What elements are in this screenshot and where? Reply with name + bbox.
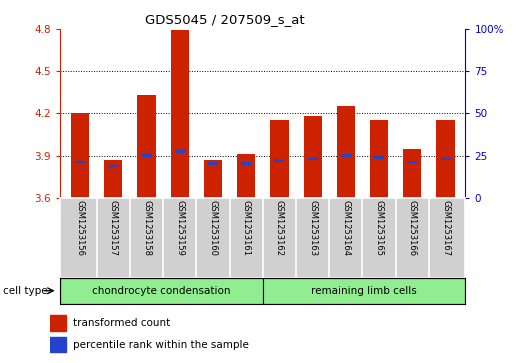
Bar [337,106,355,198]
Bar [60,278,263,304]
Text: GSM1253156: GSM1253156 [76,200,85,256]
Bar [407,161,417,163]
Bar [341,154,351,157]
Bar [403,148,422,198]
Text: GSM1253158: GSM1253158 [142,200,151,256]
Bar [241,162,251,165]
Bar [370,121,388,198]
Bar [270,121,289,198]
Bar [50,315,66,331]
Text: GSM1253162: GSM1253162 [275,200,284,256]
Text: GSM1253163: GSM1253163 [308,200,317,256]
Text: GSM1253159: GSM1253159 [175,200,184,256]
Text: remaining limb cells: remaining limb cells [311,286,417,296]
Text: GSM1253167: GSM1253167 [441,200,450,256]
Text: cell type: cell type [3,286,47,296]
Text: GSM1253161: GSM1253161 [242,200,251,256]
Bar [175,150,185,153]
Bar [71,113,89,198]
Bar [104,160,122,198]
Bar [204,160,222,198]
Bar [374,156,384,159]
Bar [142,154,152,157]
Text: percentile rank within the sample: percentile rank within the sample [73,340,249,350]
Bar [108,165,118,167]
Bar [263,278,465,304]
Bar [208,162,218,165]
Bar [138,95,156,198]
Bar [436,121,454,198]
Text: GDS5045 / 207509_s_at: GDS5045 / 207509_s_at [145,13,305,26]
Bar [50,337,66,352]
Text: GSM1253157: GSM1253157 [109,200,118,256]
Bar [237,154,255,198]
Text: GSM1253166: GSM1253166 [408,200,417,256]
Bar [170,30,189,198]
Text: GSM1253160: GSM1253160 [209,200,218,256]
Text: chondrocyte condensation: chondrocyte condensation [92,286,231,296]
Text: GSM1253165: GSM1253165 [374,200,383,256]
Bar [275,159,285,162]
Bar [440,158,450,160]
Bar [75,161,85,163]
Bar [303,116,322,198]
Bar [308,158,317,160]
Text: transformed count: transformed count [73,318,170,328]
Text: GSM1253164: GSM1253164 [342,200,350,256]
